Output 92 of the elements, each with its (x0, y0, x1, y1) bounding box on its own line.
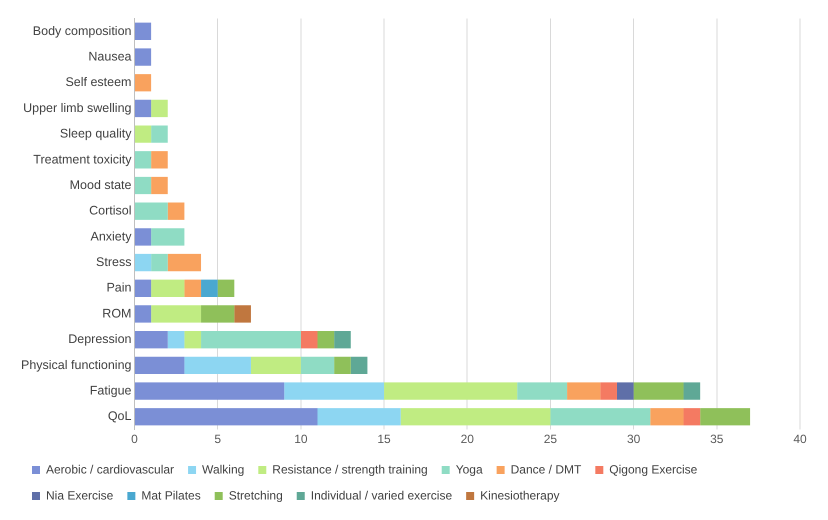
bar (284, 382, 384, 400)
bar (234, 305, 251, 323)
legend-label: Nia Exercise (46, 488, 114, 502)
bar (318, 331, 334, 348)
bar (250, 356, 301, 374)
bar (684, 408, 700, 426)
bar (151, 305, 202, 323)
bar (616, 382, 634, 400)
legend-label: Mat Pilates (141, 488, 201, 502)
y-tick-label: Stress (96, 255, 132, 270)
bar (567, 382, 600, 400)
bar (201, 305, 234, 323)
bar (350, 356, 368, 374)
legend-label: Individual / varied exercise (310, 488, 452, 502)
bar (134, 280, 152, 297)
bar (650, 408, 684, 426)
y-tick-label: Mood state (70, 178, 132, 192)
bar (151, 228, 184, 246)
bar (334, 331, 351, 348)
bar (151, 125, 168, 143)
bar (684, 382, 700, 400)
bar (134, 202, 168, 220)
x-tick-label: 15 (377, 432, 392, 446)
bar (151, 151, 168, 168)
x-tick-label: 40 (793, 432, 807, 446)
legend-label: Kinesiotherapy (480, 488, 560, 502)
bar (134, 254, 152, 272)
bar (700, 408, 750, 426)
bar (134, 100, 152, 118)
x-tick-label: 25 (544, 432, 558, 446)
bar (134, 408, 318, 426)
bar (550, 408, 650, 426)
x-tick-label: 5 (214, 432, 222, 446)
bar (400, 408, 550, 426)
bar (168, 254, 202, 272)
bar (318, 408, 401, 426)
legend-label: Stretching (228, 488, 283, 502)
bar (201, 331, 301, 348)
x-tick-label: 0 (131, 432, 138, 446)
legend-label: Aerobic / cardiovascular (46, 462, 174, 476)
y-tick-label: Self esteem (65, 75, 132, 90)
y-tick-label: Physical functioning (20, 358, 132, 372)
bar (134, 176, 152, 194)
y-tick-label: Body composition (32, 24, 132, 38)
x-tick-label: 30 (626, 432, 641, 446)
bar (134, 356, 184, 374)
bar (151, 176, 168, 194)
bar (134, 22, 152, 40)
bar (134, 48, 152, 66)
bar (134, 74, 152, 92)
y-tick-label: ROM (102, 306, 132, 320)
x-tick-label: 20 (460, 432, 474, 446)
bar (634, 382, 684, 400)
bar (334, 356, 351, 374)
bar (184, 331, 202, 348)
bar (134, 125, 152, 143)
bar (300, 331, 318, 348)
bar (151, 280, 184, 297)
legend-label: Qigong Exercise (609, 462, 698, 476)
bar (600, 382, 617, 400)
legend-label: Yoga (456, 462, 483, 476)
y-tick-label: Depression (68, 332, 132, 346)
y-tick-label: Cortisol (89, 204, 132, 218)
bar (300, 356, 334, 374)
y-tick-label: Fatigue (90, 384, 132, 398)
bar (134, 151, 152, 168)
bar (168, 331, 184, 348)
bar (517, 382, 568, 400)
bar (184, 356, 251, 374)
y-tick-label: Treatment toxicity (33, 152, 132, 166)
bar (134, 382, 284, 400)
bar (184, 280, 202, 297)
y-tick-label: QoL (108, 409, 132, 424)
bar (168, 202, 184, 220)
y-tick-label: Anxiety (90, 229, 132, 244)
x-tick-label: 35 (710, 432, 724, 446)
bar (151, 254, 168, 272)
bar (218, 280, 234, 297)
bar (134, 331, 168, 348)
bar (134, 228, 152, 246)
bar (134, 305, 152, 323)
bar (151, 100, 168, 118)
legend-label: Resistance / strength training (272, 462, 428, 476)
bar (201, 280, 218, 297)
y-tick-label: Upper limb swelling (23, 100, 132, 115)
x-tick-label: 10 (294, 432, 308, 446)
bar (384, 382, 518, 400)
legend-label: Walking (202, 462, 244, 476)
y-tick-label: Pain (106, 280, 132, 295)
y-tick-label: Sleep quality (60, 126, 132, 141)
legend-label: Dance / DMT (510, 462, 582, 476)
y-tick-label: Nausea (88, 49, 132, 64)
